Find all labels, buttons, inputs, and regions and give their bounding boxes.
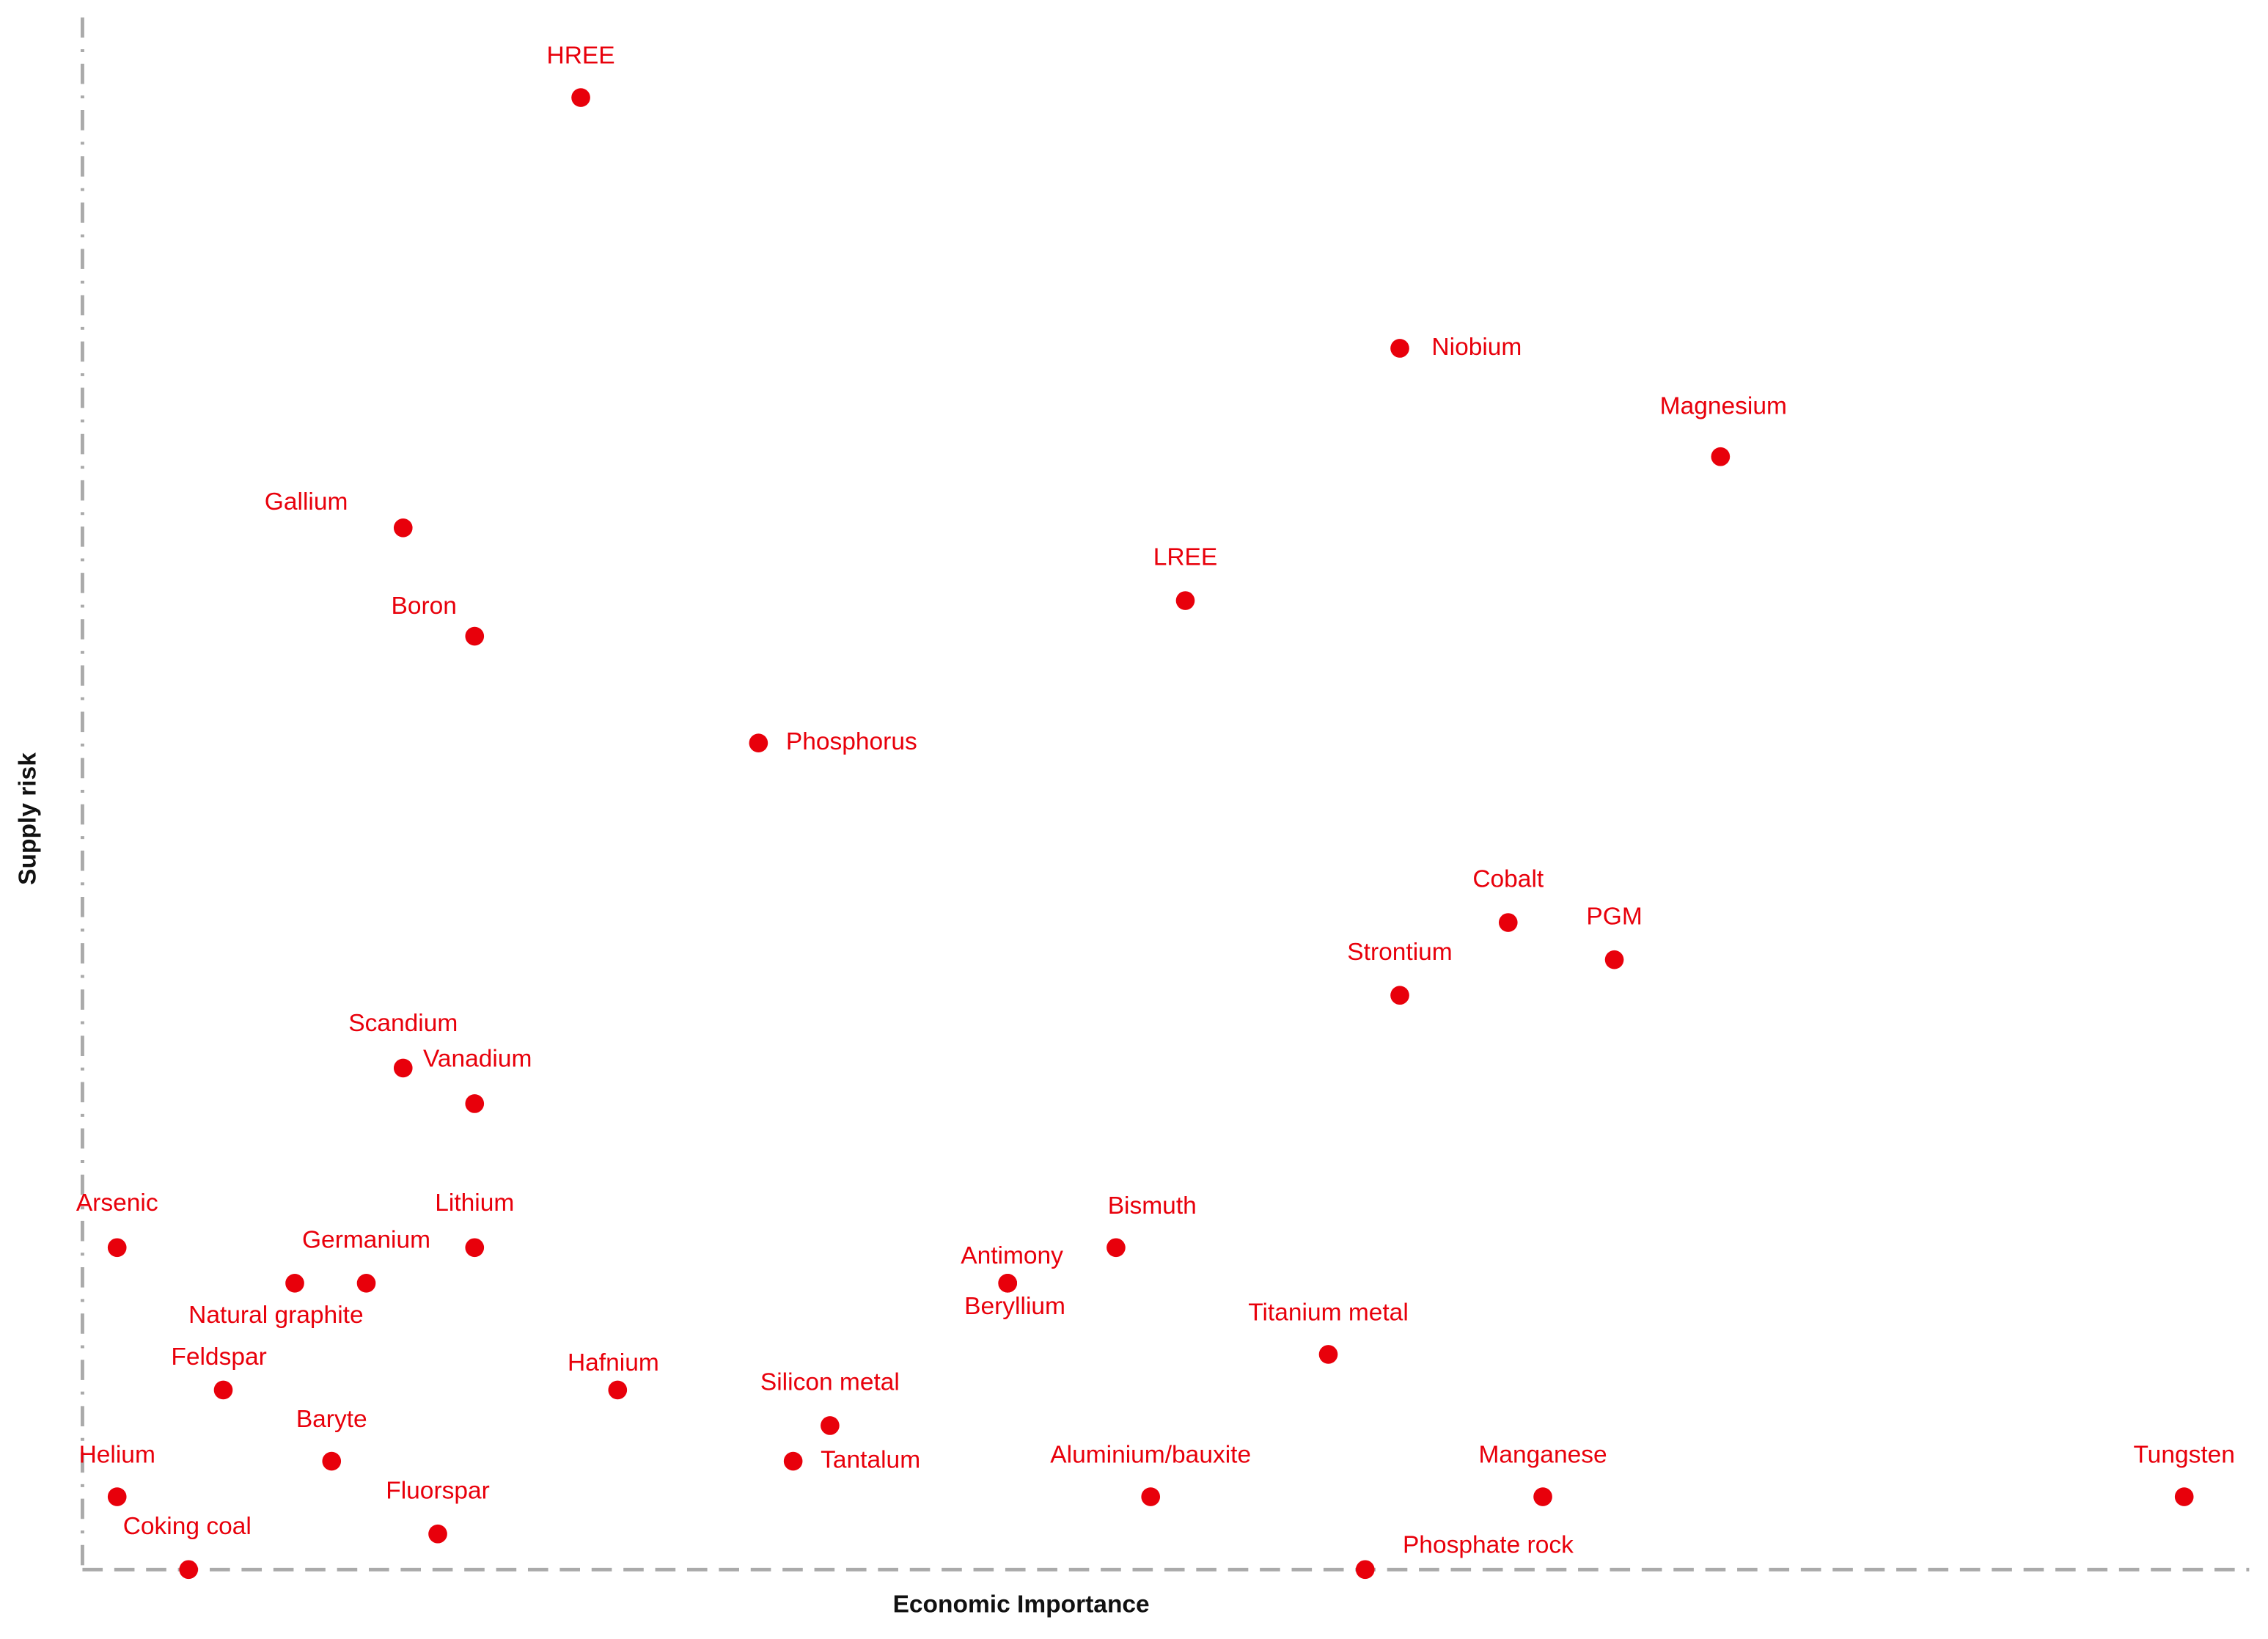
point-label: Tantalum [821, 1446, 920, 1473]
point-label: Strontium [1347, 939, 1452, 966]
point-label: Tungsten [2133, 1442, 2235, 1469]
point [783, 1451, 803, 1471]
point [998, 1273, 1018, 1293]
point-label: Coking coal [123, 1513, 252, 1540]
point [107, 1238, 127, 1258]
point [107, 1487, 127, 1506]
point [749, 733, 768, 753]
point-label: Hafnium [568, 1349, 659, 1376]
point [608, 1380, 628, 1400]
point [285, 1273, 304, 1293]
point [1390, 339, 1409, 358]
point [1498, 913, 1518, 932]
point-label: Aluminium/bauxite [1050, 1442, 1251, 1469]
point-label: Fluorspar [386, 1477, 490, 1504]
point-label: Phosphate rock [1403, 1532, 1574, 1559]
point-label: LREE [1153, 544, 1218, 571]
point [356, 1273, 376, 1293]
point [1390, 986, 1409, 1005]
point-label: Scandium [348, 1010, 458, 1037]
point-label: Feldspar [171, 1343, 266, 1371]
x-axis-title: Economic Importance [893, 1591, 1150, 1618]
point [1175, 591, 1195, 610]
point-label: Arsenic [76, 1189, 158, 1217]
point-label: Manganese [1478, 1442, 1607, 1469]
point [571, 88, 590, 107]
point [465, 626, 485, 646]
point [393, 1058, 413, 1078]
point [322, 1451, 342, 1471]
point [1141, 1487, 1161, 1506]
point [465, 1238, 485, 1258]
point-label: Vanadium [423, 1046, 532, 1073]
point-label: Baryte [296, 1406, 367, 1433]
point-label: Boron [392, 593, 457, 620]
point-label: Germanium [302, 1226, 430, 1253]
point [179, 1560, 199, 1580]
point [1604, 950, 1624, 969]
point [393, 518, 413, 538]
point-label: Gallium [265, 488, 348, 516]
point [428, 1524, 447, 1544]
point-label: Silicon metal [760, 1369, 900, 1396]
point [821, 1416, 840, 1435]
point-label: Antimony [961, 1242, 1063, 1269]
point [1355, 1560, 1375, 1580]
point [213, 1380, 233, 1400]
point-label: Cobalt [1472, 866, 1544, 893]
point-label: Bismuth [1108, 1192, 1197, 1220]
point-label: Phosphorus [786, 728, 917, 755]
point-label: Beryllium [964, 1293, 1065, 1320]
point-label: HREE [547, 43, 615, 70]
point-label: Lithium [435, 1189, 514, 1217]
point-label: Natural graphite [188, 1302, 363, 1329]
point-label: PGM [1586, 903, 1642, 930]
point-label: Magnesium [1660, 393, 1787, 420]
point-label: Niobium [1431, 334, 1522, 361]
point [465, 1094, 485, 1113]
point [1107, 1238, 1126, 1258]
point [2174, 1487, 2194, 1506]
point [1318, 1345, 1338, 1364]
point [1533, 1487, 1552, 1506]
point-label: Helium [79, 1442, 155, 1469]
y-axis-title: Supply risk [14, 752, 41, 885]
point [1711, 447, 1731, 466]
point-label: Titanium metal [1248, 1299, 1409, 1327]
